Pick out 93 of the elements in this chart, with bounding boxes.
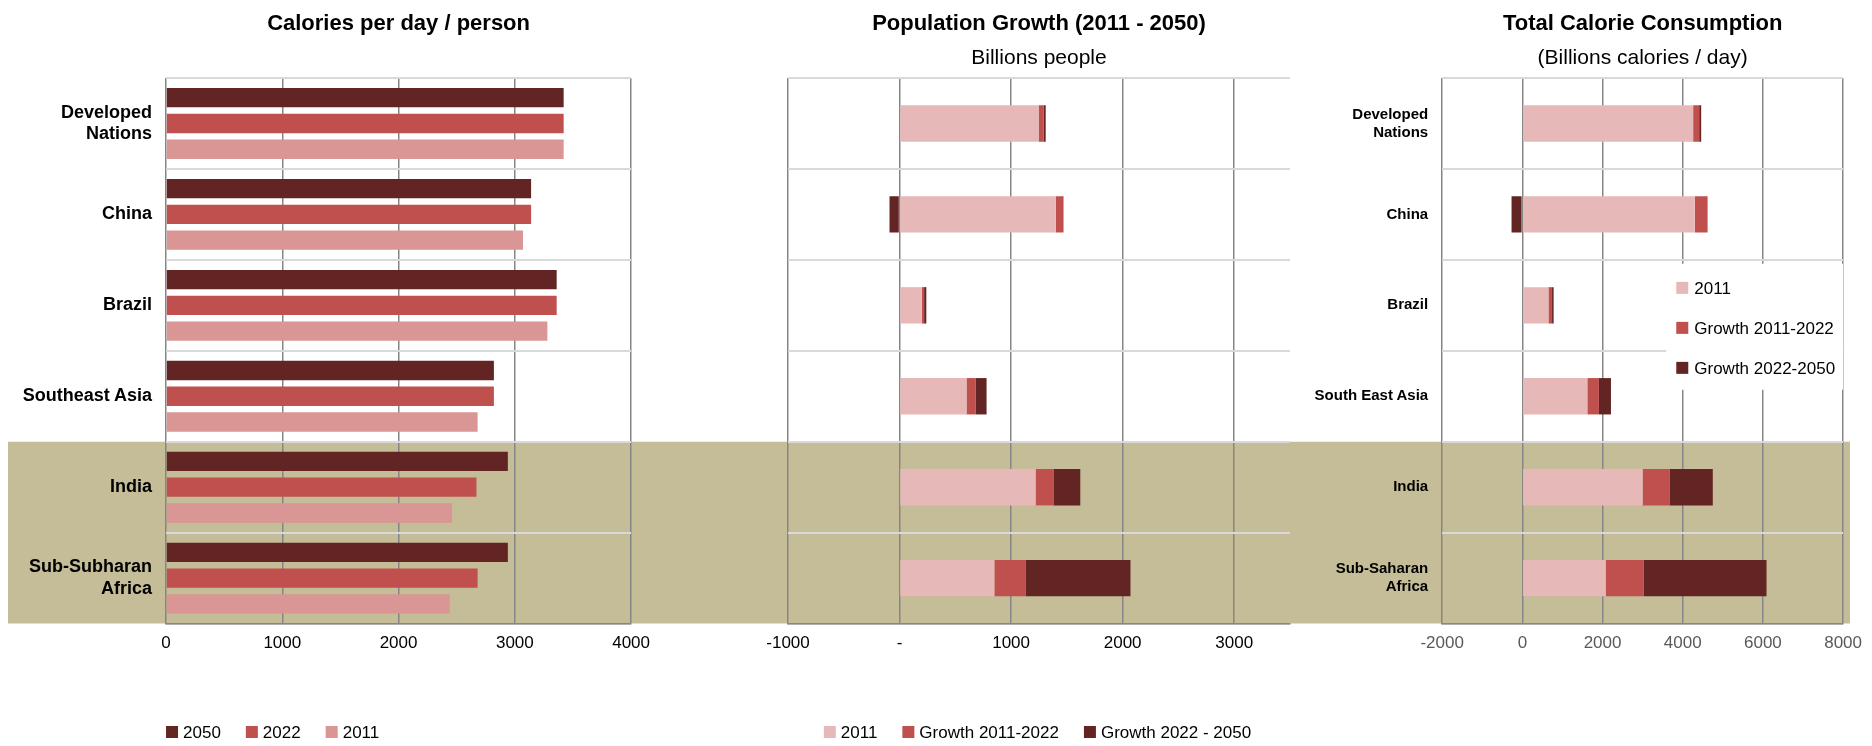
y-tick-label: Brazil [103,294,153,315]
x-tick-label: 6000 [1744,633,1782,653]
bar [1523,287,1549,324]
bar [966,378,976,415]
chart-subtitle: (Billions calories / day) [1537,44,1748,68]
x-tick-label: 3000 [1215,633,1254,653]
bar [1035,469,1054,506]
bar [994,559,1026,597]
bar [166,178,532,199]
x-tick-label: 1000 [263,633,302,653]
bar [1669,469,1713,506]
bar [166,139,564,159]
bar [1523,559,1606,597]
chart-title: Calories per day / person [267,10,530,36]
x-tick-label: 0 [1517,633,1528,653]
y-tick-label: Developed Nations [61,101,153,144]
y-tick-label: India [1393,477,1429,495]
legend-label: 2011 [840,722,878,742]
x-tick-label: 4000 [1663,633,1702,653]
bar [1598,378,1611,415]
y-tick-label: South East Asia [1314,386,1429,404]
bar [166,477,477,497]
bar [900,469,1036,506]
bar [1523,196,1695,233]
y-tick-label: Developed Nations [1352,104,1429,140]
legend-label: Growth 2022-2050 [1694,358,1836,378]
y-tick-label: China [102,203,154,224]
y-tick-label: Sub-Saharan Africa [1335,559,1429,595]
bar [975,378,987,415]
y-tick-label: China [1386,204,1429,222]
bar [1055,196,1064,233]
x-tick-label: -1000 [766,633,810,653]
bar [166,88,564,108]
x-tick-label: - [896,633,903,653]
bar [166,451,508,472]
bar [166,321,548,341]
legend-label: 2011 [1694,278,1731,298]
x-tick-label: 0 [161,633,171,653]
bar [1039,105,1044,142]
bar [900,378,967,415]
bar [166,568,478,588]
bar [166,204,532,225]
bar [166,386,494,406]
y-tick-label: Brazil [1387,295,1429,313]
bar [166,594,450,614]
bar [900,105,1039,142]
chart-title: Total Calorie Consumption [1502,10,1783,36]
y-tick-label: Sub-Subharan Africa [29,556,154,598]
bar [1548,287,1553,324]
legend-label: 2050 [183,722,221,742]
bar [1693,105,1700,142]
bar [166,503,453,523]
legend-label: 2011 [342,722,380,742]
bar [166,295,557,315]
legend-label: Growth 2022 - 2050 [1100,722,1252,742]
legend-label: Growth 2011-2022 [1694,318,1834,338]
bar [889,196,899,233]
bar [166,113,564,134]
bar [166,360,494,381]
x-tick-label: 8000 [1824,633,1862,653]
bar [166,412,478,432]
bar [1523,105,1694,142]
bar [1694,196,1708,233]
chart-subtitle: Billions people [971,44,1107,68]
bar [1643,559,1767,597]
x-tick-label: 2000 [1103,633,1142,653]
x-tick-label: 4000 [612,633,650,653]
bar [1699,105,1702,142]
bar [1043,105,1046,142]
bar [1053,469,1081,506]
x-tick-label: 2000 [1583,633,1622,653]
chart-title: Population Growth (2011 - 2050) [872,10,1206,36]
bar [166,542,508,563]
bar [166,230,523,250]
bar [900,559,995,597]
legend-label: Growth 2011-2022 [919,722,1059,742]
bar [900,196,1056,233]
x-tick-label: -2000 [1420,633,1464,653]
bar [1605,559,1644,597]
bar [1511,196,1522,233]
y-tick-label: India [110,476,154,497]
x-tick-label: 2000 [379,633,418,653]
x-tick-label: 1000 [992,633,1031,653]
bar [1025,559,1131,597]
bar [1642,469,1670,506]
bar [900,287,922,324]
y-tick-label: Southeast Asia [22,385,154,406]
bar [166,269,557,290]
x-tick-label: 3000 [495,633,534,653]
bar [1523,378,1588,415]
legend-label: 2022 [262,722,301,742]
bar [1587,378,1599,415]
bar [1523,469,1643,506]
